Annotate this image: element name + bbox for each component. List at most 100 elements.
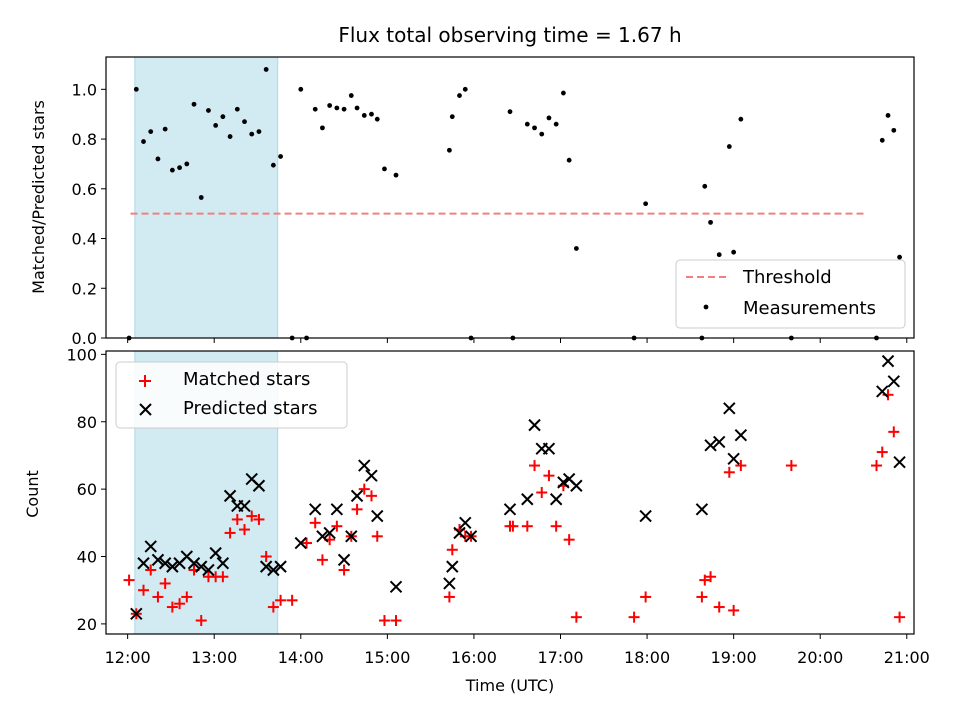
top-legend: Threshold Measurements	[675, 259, 906, 329]
predicted-point	[723, 402, 736, 415]
measurement-point	[227, 134, 233, 139]
measurement-point	[169, 167, 175, 173]
predicted-point	[144, 540, 157, 553]
matched-legend-label: Matched stars	[183, 369, 310, 390]
predicted-point	[294, 536, 307, 550]
top-y-axis: 0.0 0.2 0.4 0.6 0.8 1.0	[72, 80, 106, 348]
predicted-point	[542, 442, 556, 455]
matched-point	[309, 517, 321, 529]
measurement-point	[507, 109, 513, 115]
measurement-point	[320, 125, 325, 131]
predicted-point	[223, 489, 237, 503]
predicted-point	[316, 530, 329, 543]
matched-point	[145, 564, 157, 576]
matched-point	[195, 615, 207, 627]
measurement-point	[354, 105, 360, 111]
predicted-point	[137, 557, 150, 570]
predicted-point	[238, 499, 251, 513]
measurement-point	[334, 105, 340, 111]
measurement-point	[447, 147, 452, 153]
matched-point	[358, 483, 370, 495]
matched-point	[728, 604, 740, 616]
matched-point	[267, 601, 279, 613]
measurement-point	[341, 106, 347, 112]
predicted-point	[158, 557, 172, 570]
bottom-plot-frame	[105, 350, 915, 635]
predicted-point	[371, 509, 384, 523]
top-y-tick-label: 0.2	[72, 279, 97, 298]
measurement-point	[731, 249, 737, 255]
predicted-point	[216, 557, 230, 570]
measurement-point	[162, 126, 168, 132]
measurement-point	[462, 86, 468, 92]
matched-legend-marker	[139, 375, 151, 387]
matched-point	[275, 594, 287, 606]
matched-point	[138, 584, 150, 596]
matched-point	[231, 513, 243, 525]
measurement-point	[393, 172, 399, 178]
matched-point	[529, 460, 541, 472]
predicted-point	[350, 489, 364, 503]
matched-point	[316, 554, 328, 566]
top-y-tick-label: 0.0	[72, 329, 97, 348]
measurements-legend-marker	[703, 304, 709, 310]
bottom-legend-box	[115, 361, 348, 429]
matched-point	[217, 571, 229, 583]
predicted-point	[528, 418, 541, 432]
bottom-x-tick-label: 13:00	[191, 648, 237, 667]
measurement-point	[566, 157, 572, 163]
bottom-y-axis-label: Count	[23, 470, 42, 518]
measurement-point	[298, 86, 304, 92]
predicted-point	[202, 563, 215, 577]
matched-point	[570, 611, 582, 623]
measurement-point	[141, 139, 146, 144]
predicted-point	[195, 560, 208, 573]
matched-point	[735, 460, 747, 472]
top-shaded-span	[134, 56, 279, 339]
top-plot-area	[126, 56, 902, 341]
measurement-point	[184, 161, 190, 167]
matched-point	[870, 460, 882, 472]
measurement-point	[457, 93, 462, 98]
predicted-point	[549, 493, 563, 506]
measurement-point	[879, 137, 885, 143]
measurement-point	[155, 156, 161, 162]
predicted-point	[570, 479, 583, 492]
matched-point	[224, 527, 236, 539]
matched-point	[378, 615, 390, 627]
predicted-point	[389, 580, 403, 594]
matched-point	[446, 544, 458, 556]
predicted-point	[252, 479, 266, 492]
matched-point	[159, 577, 171, 589]
measurement-point	[369, 111, 374, 117]
measurement-point	[573, 246, 579, 251]
bottom-y-axis: 20 40 60 80 100	[66, 345, 106, 634]
measurement-point	[361, 113, 367, 118]
matched-point	[785, 460, 797, 472]
measurement-point	[270, 162, 276, 168]
matched-point	[390, 615, 402, 627]
bottom-x-axis-label: Time (UTC)	[465, 676, 554, 695]
measurement-point	[539, 131, 545, 137]
matched-point	[696, 591, 708, 603]
measurement-point	[560, 90, 566, 96]
predicted-point	[446, 560, 459, 573]
measurement-point	[885, 113, 891, 118]
predicted-point	[695, 503, 709, 516]
measurement-point	[256, 129, 262, 135]
predicted-point	[330, 503, 344, 516]
predicted-point	[893, 455, 906, 469]
measurement-point	[249, 131, 255, 137]
bottom-y-tick-label: 100	[66, 345, 97, 364]
predicted-point	[876, 385, 889, 398]
matched-point	[351, 503, 363, 515]
predicted-legend-marker	[139, 403, 152, 416]
predicted-point	[365, 469, 378, 482]
bottom-x-tick-label: 14:00	[278, 648, 324, 667]
matched-point	[286, 594, 298, 606]
predicted-point	[503, 503, 517, 516]
matched-point	[640, 591, 652, 603]
bottom-x-tick-label: 18:00	[624, 648, 670, 667]
measurement-point	[263, 67, 269, 72]
